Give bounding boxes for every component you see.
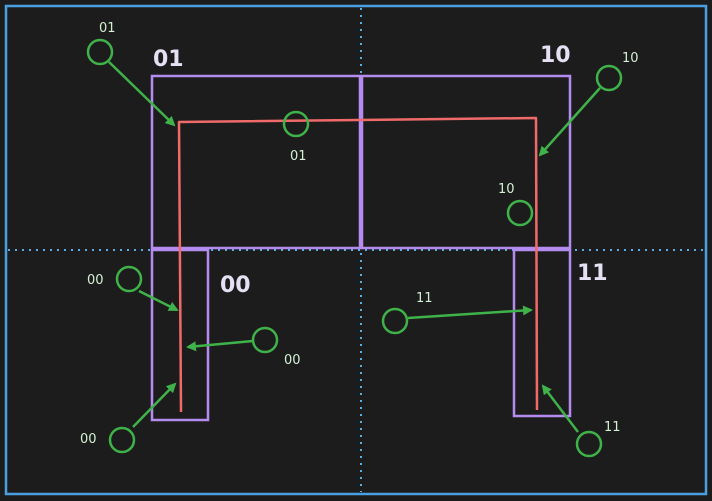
arrow-10-entry [538, 87, 601, 157]
cell-outline-11 [512, 248, 572, 418]
marker-circle-01-entry [86, 38, 114, 66]
quadrant-label-10: 10 [540, 43, 571, 68]
marker-label-00-right: 00 [284, 353, 301, 368]
marker-arrows [108, 61, 601, 433]
hilbert-curve [177, 116, 539, 413]
marker-label-10-entry: 10 [622, 51, 639, 66]
marker-label-01-entry: 01 [99, 21, 116, 36]
arrow-11-lower [541, 384, 579, 433]
marker-circle-11-lower [575, 430, 603, 458]
arrow-00-lower [132, 382, 177, 428]
cell-outline-10 [360, 74, 572, 250]
cell-outlines [150, 74, 572, 422]
arrow-00-right [186, 339, 254, 352]
marker-circle-11-left [381, 307, 409, 335]
arrow-00-upper [138, 289, 179, 312]
outer-frame [4, 4, 708, 496]
quadrant-label-11: 11 [577, 261, 608, 286]
marker-circle-00-right [251, 326, 279, 354]
marker-circles [86, 38, 623, 458]
marker-circle-10-entry [595, 64, 623, 92]
marker-label-00-upper: 00 [87, 273, 104, 288]
marker-circle-01-center [282, 110, 310, 138]
marker-label-11-left: 11 [416, 291, 433, 306]
marker-circle-10-center [506, 199, 534, 227]
cell-outline-01 [150, 74, 362, 250]
quadrant-label-00: 00 [220, 273, 251, 298]
arrow-11-left [407, 305, 533, 320]
marker-label-11-lower: 11 [604, 420, 621, 435]
marker-label-10-center: 10 [498, 182, 515, 197]
marker-label-01-center: 01 [290, 149, 307, 164]
marker-circle-00-lower [108, 426, 136, 454]
marker-label-00-lower: 00 [80, 432, 97, 447]
marker-circle-00-upper [115, 265, 143, 293]
quadrant-label-01: 01 [153, 47, 184, 72]
arrow-01-entry [108, 61, 176, 127]
